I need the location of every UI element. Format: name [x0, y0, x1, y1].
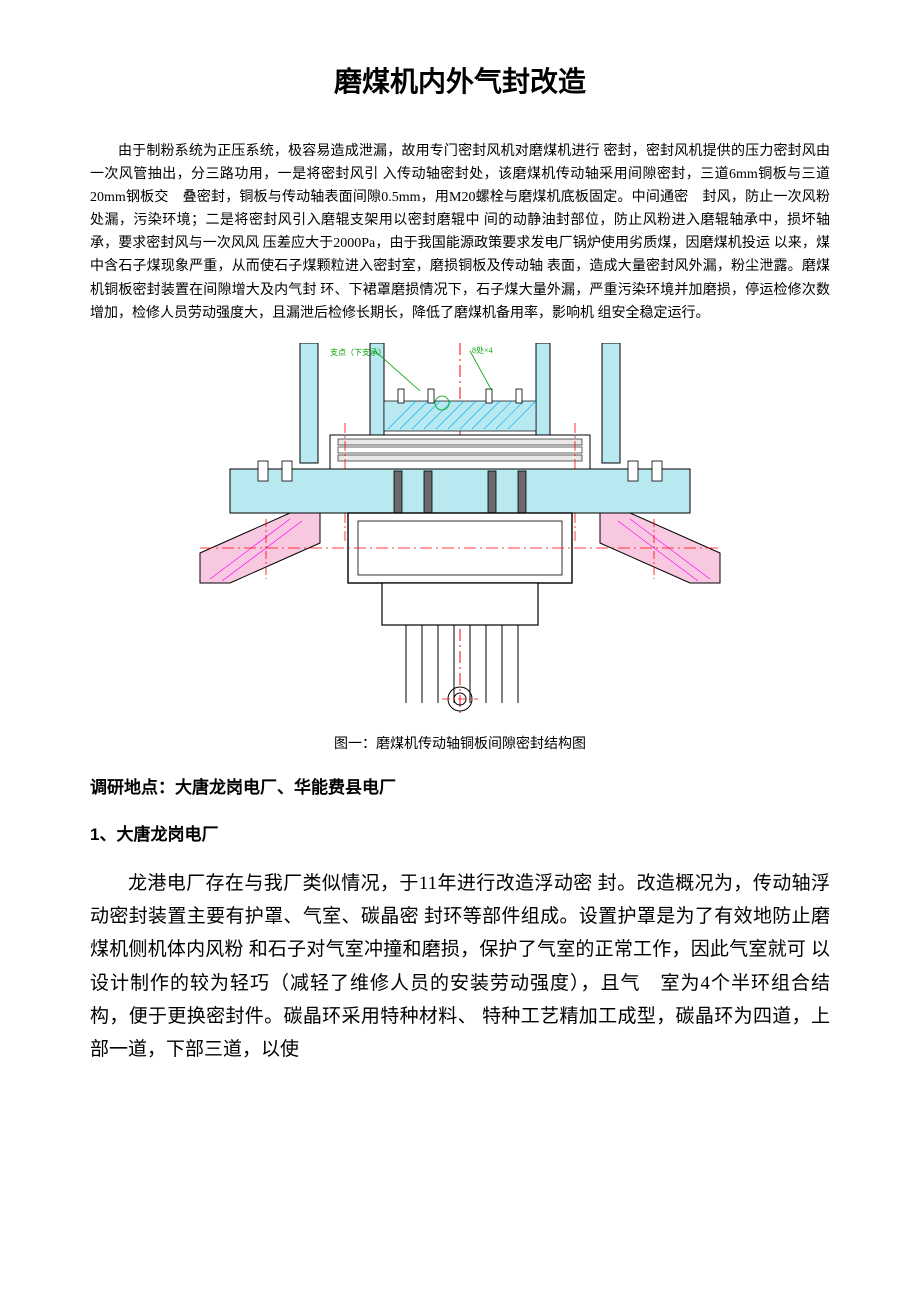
figure-1-caption: 图一：磨煤机传动轴铜板间隙密封结构图 — [90, 733, 830, 753]
page-title: 磨煤机内外气封改造 — [90, 60, 830, 100]
intro-paragraph: 由于制粉系统为正压系统，极容易造成泄漏，故用专门密封风机对磨煤机进行 密封，密封… — [90, 140, 830, 325]
dim-label-1: 支点（下支承） — [330, 347, 386, 357]
figure-1: 支点（下支承） 8处×4 — [90, 343, 830, 713]
section-1-heading: 1、大唐龙岗电厂 — [90, 820, 830, 845]
section-1-body: 龙港电厂存在与我厂类似情况，于11年进行改造浮动密 封。改造概况为，传动轴浮动密… — [90, 867, 830, 1067]
mill-seal-diagram: 支点（下支承） 8处×4 — [170, 343, 750, 713]
survey-heading: 调研地点：大唐龙岗电厂、华能费县电厂 — [90, 773, 830, 798]
dim-label-2: 8处×4 — [472, 345, 493, 355]
